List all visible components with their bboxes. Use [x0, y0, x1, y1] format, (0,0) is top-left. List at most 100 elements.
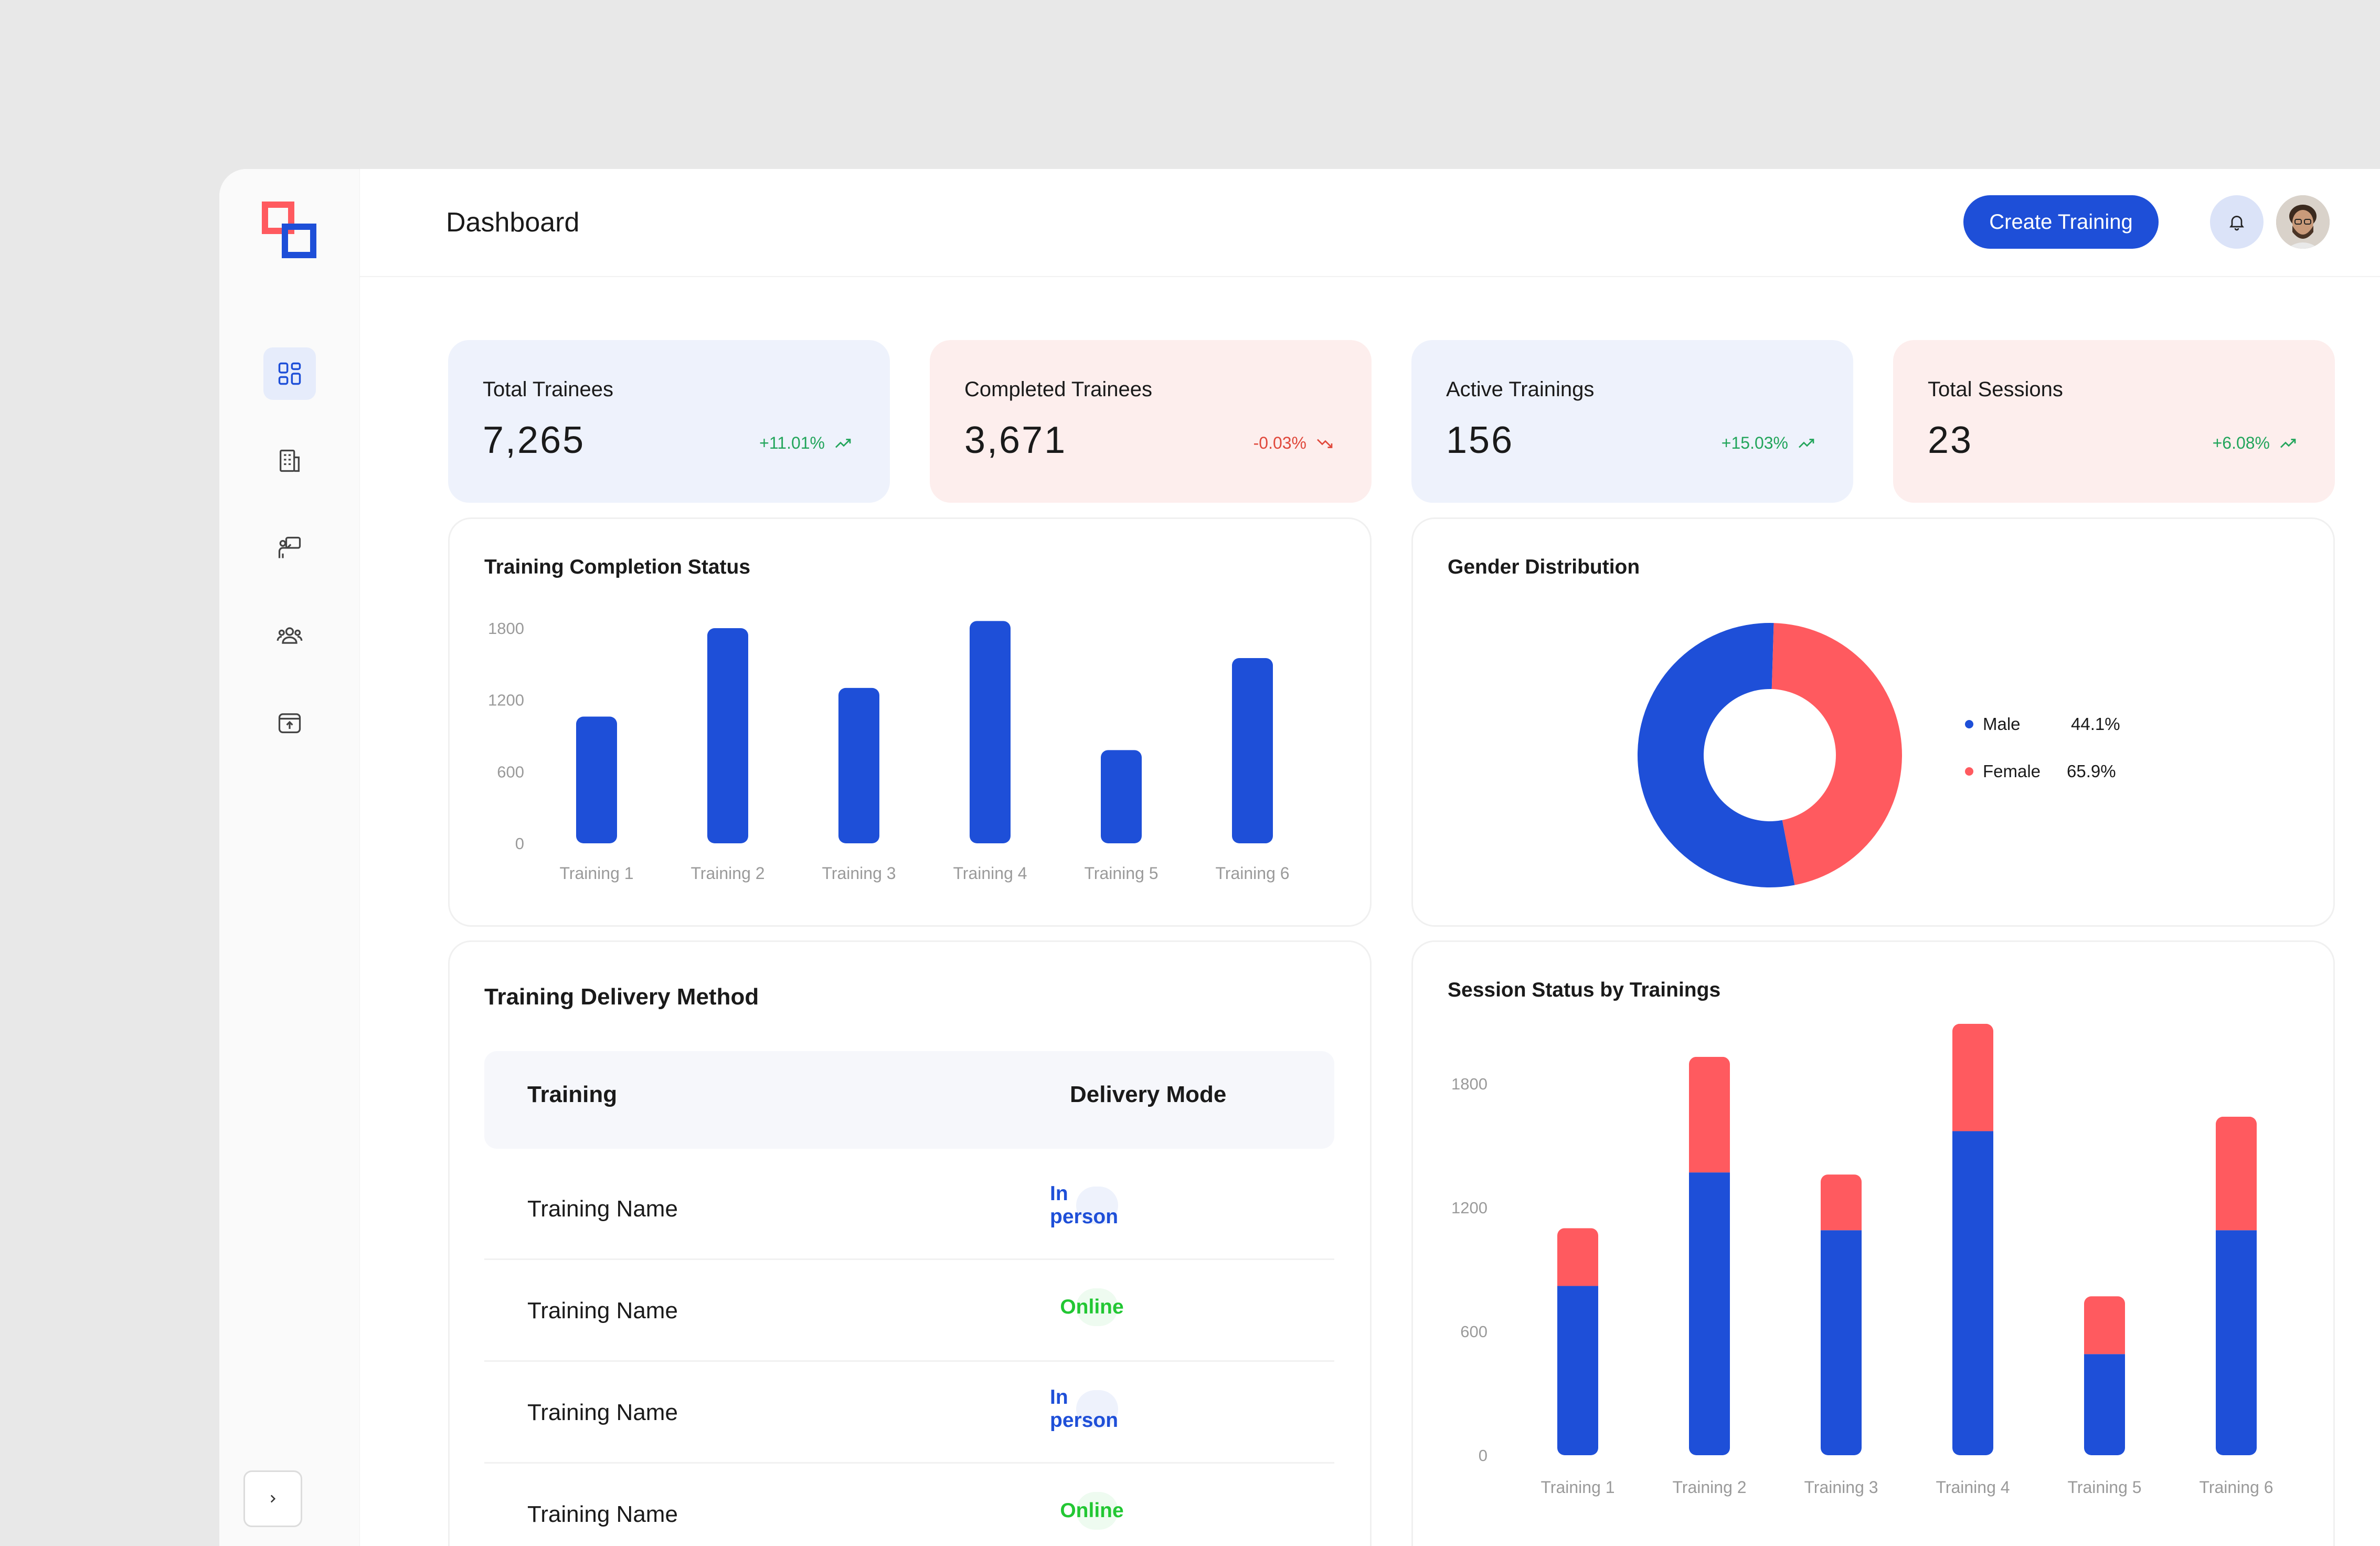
bar-segment-primary[interactable]	[1557, 1286, 1598, 1455]
table-row[interactable]: Training Name In person	[484, 1158, 1334, 1260]
y-tick-label: 1200	[488, 691, 524, 710]
table-row[interactable]: Training Name In person	[484, 1362, 1334, 1464]
table-row[interactable]: Training Name Online	[484, 1464, 1334, 1546]
stacked-bar[interactable]	[1557, 1228, 1598, 1455]
dashboard-icon	[278, 362, 301, 385]
app-window: Dashboard Create Training Total Trainees…	[219, 169, 2380, 1546]
bar-segment-primary[interactable]	[1689, 1172, 1730, 1455]
user-avatar[interactable]	[2276, 195, 2330, 249]
stat-value: 7,265	[483, 419, 586, 461]
stacked-bar[interactable]	[2216, 1116, 2257, 1455]
upload-box-icon	[278, 713, 301, 734]
sidebar-item-organization[interactable]	[263, 435, 316, 487]
legend-male: Male 44.1%	[1965, 714, 2120, 734]
delivery-mode: Online	[1060, 1499, 1124, 1522]
y-tick-label: 0	[1479, 1446, 1488, 1465]
notifications-button[interactable]	[2210, 195, 2264, 249]
bar-segment-secondary[interactable]	[1952, 1023, 1993, 1131]
building-icon	[280, 449, 300, 472]
bar[interactable]	[970, 621, 1011, 843]
chevron-right-icon	[270, 1495, 276, 1503]
training-name: Training Name	[527, 1298, 678, 1323]
delivery-mode-badge: Online	[1050, 1286, 1134, 1328]
trend-down-icon	[1317, 439, 1333, 448]
stat-value: 3,671	[964, 419, 1067, 461]
bar[interactable]	[1232, 658, 1273, 843]
stacked-bar[interactable]	[1952, 1023, 1993, 1455]
x-tick-label: Training 5	[2067, 1478, 2141, 1497]
bar-segment-secondary[interactable]	[2216, 1116, 2257, 1231]
sidebar-item-uploads[interactable]	[263, 696, 316, 748]
session-stacked-bar-chart: 0 600 1200 1800 Training 1 Training 2 Training…	[1451, 1023, 2273, 1497]
panel-title: Training Completion Status	[484, 556, 751, 578]
training-name: Training Name	[527, 1400, 678, 1425]
legend-value: 44.1%	[2071, 714, 2120, 734]
stat-label: Total Sessions	[1928, 378, 2063, 401]
stat-change-value: -0.03%	[1253, 433, 1306, 452]
x-tick-label: Training 3	[1804, 1478, 1878, 1497]
bar[interactable]	[576, 716, 617, 843]
x-tick-label: Training 4	[953, 864, 1027, 883]
bar[interactable]	[707, 628, 748, 843]
column-header-training[interactable]: Training	[527, 1082, 618, 1107]
stat-value: 156	[1446, 419, 1514, 461]
bar[interactable]	[1101, 750, 1142, 843]
bar-segment-secondary[interactable]	[1821, 1174, 1862, 1231]
page-title: Dashboard	[446, 207, 580, 238]
create-training-button[interactable]: Create Training	[1963, 195, 2159, 249]
bar-segment-secondary[interactable]	[1557, 1228, 1598, 1286]
panel-title: Training Delivery Method	[484, 984, 759, 1010]
stat-card-total-sessions[interactable]: Total Sessions 23 +6.08%	[1893, 340, 2335, 503]
stat-value: 23	[1928, 419, 1973, 461]
delivery-mode: Online	[1060, 1296, 1124, 1318]
x-tick-label: Training 4	[1936, 1478, 2010, 1497]
stat-label: Total Trainees	[483, 378, 614, 401]
delivery-mode-badge: In person	[1050, 1386, 1134, 1432]
session-status-panel: Session Status by Trainings 0 600 1200 1800…	[1411, 940, 2335, 1546]
sidebar-item-dashboard[interactable]	[263, 347, 316, 400]
bar-segment-primary[interactable]	[1952, 1131, 1993, 1455]
users-icon	[277, 627, 303, 644]
trend-up-icon	[835, 438, 851, 448]
y-tick-label: 0	[515, 834, 524, 853]
bar-segment-primary[interactable]	[1821, 1230, 1862, 1455]
stat-card-completed-trainees[interactable]: Completed Trainees 3,671 -0.03%	[930, 340, 1372, 503]
delivery-mode: In person	[1050, 1386, 1119, 1432]
stacked-bar[interactable]	[1821, 1174, 1862, 1455]
x-tick-label: Training 5	[1084, 864, 1158, 883]
badge-bg	[1076, 1390, 1118, 1428]
bar-segment-primary[interactable]	[2084, 1354, 2125, 1455]
y-tick-label: 1800	[488, 619, 524, 638]
table-header: Training Delivery Mode	[484, 1051, 1334, 1149]
legend-value: 65.9%	[2067, 761, 2116, 781]
delivery-mode: In person	[1050, 1182, 1119, 1228]
bar-segment-secondary[interactable]	[2084, 1296, 2125, 1354]
y-tick-label: 1800	[1451, 1075, 1488, 1093]
badge-bg	[1076, 1288, 1118, 1326]
pie-slice-female[interactable]	[1771, 623, 1903, 885]
sidebar-item-trainers[interactable]	[263, 522, 316, 574]
legend-label: Male	[1983, 714, 2021, 734]
stacked-bar[interactable]	[2084, 1296, 2125, 1455]
table-row[interactable]: Training Name Online	[484, 1260, 1334, 1362]
bar-segment-primary[interactable]	[2216, 1230, 2257, 1455]
stat-label: Active Trainings	[1446, 378, 1595, 401]
stat-change: -0.03%	[1253, 433, 1335, 453]
bar[interactable]	[838, 687, 879, 843]
bar-segment-secondary[interactable]	[1689, 1056, 1730, 1173]
app-logo[interactable]	[262, 202, 316, 260]
column-header-delivery-mode[interactable]: Delivery Mode	[1070, 1082, 1227, 1107]
sidebar-item-users[interactable]	[263, 609, 316, 661]
stat-card-total-trainees[interactable]: Total Trainees 7,265 +11.01%	[448, 340, 890, 503]
stat-card-active-trainings[interactable]: Active Trainings 156 +15.03%	[1411, 340, 1853, 503]
stat-change: +11.01%	[759, 433, 853, 453]
expand-sidebar-button[interactable]	[243, 1470, 302, 1527]
stacked-bar[interactable]	[1689, 1056, 1730, 1455]
panel-title: Session Status by Trainings	[1448, 979, 1721, 1001]
pie-slice-male[interactable]	[1638, 623, 1795, 887]
stat-change: +15.03%	[1722, 433, 1816, 453]
legend-dot-male	[1965, 720, 1973, 728]
trend-up-icon	[1799, 438, 1814, 448]
stat-change-value: +15.03%	[1721, 433, 1788, 452]
stat-change: +6.08%	[2213, 433, 2298, 453]
